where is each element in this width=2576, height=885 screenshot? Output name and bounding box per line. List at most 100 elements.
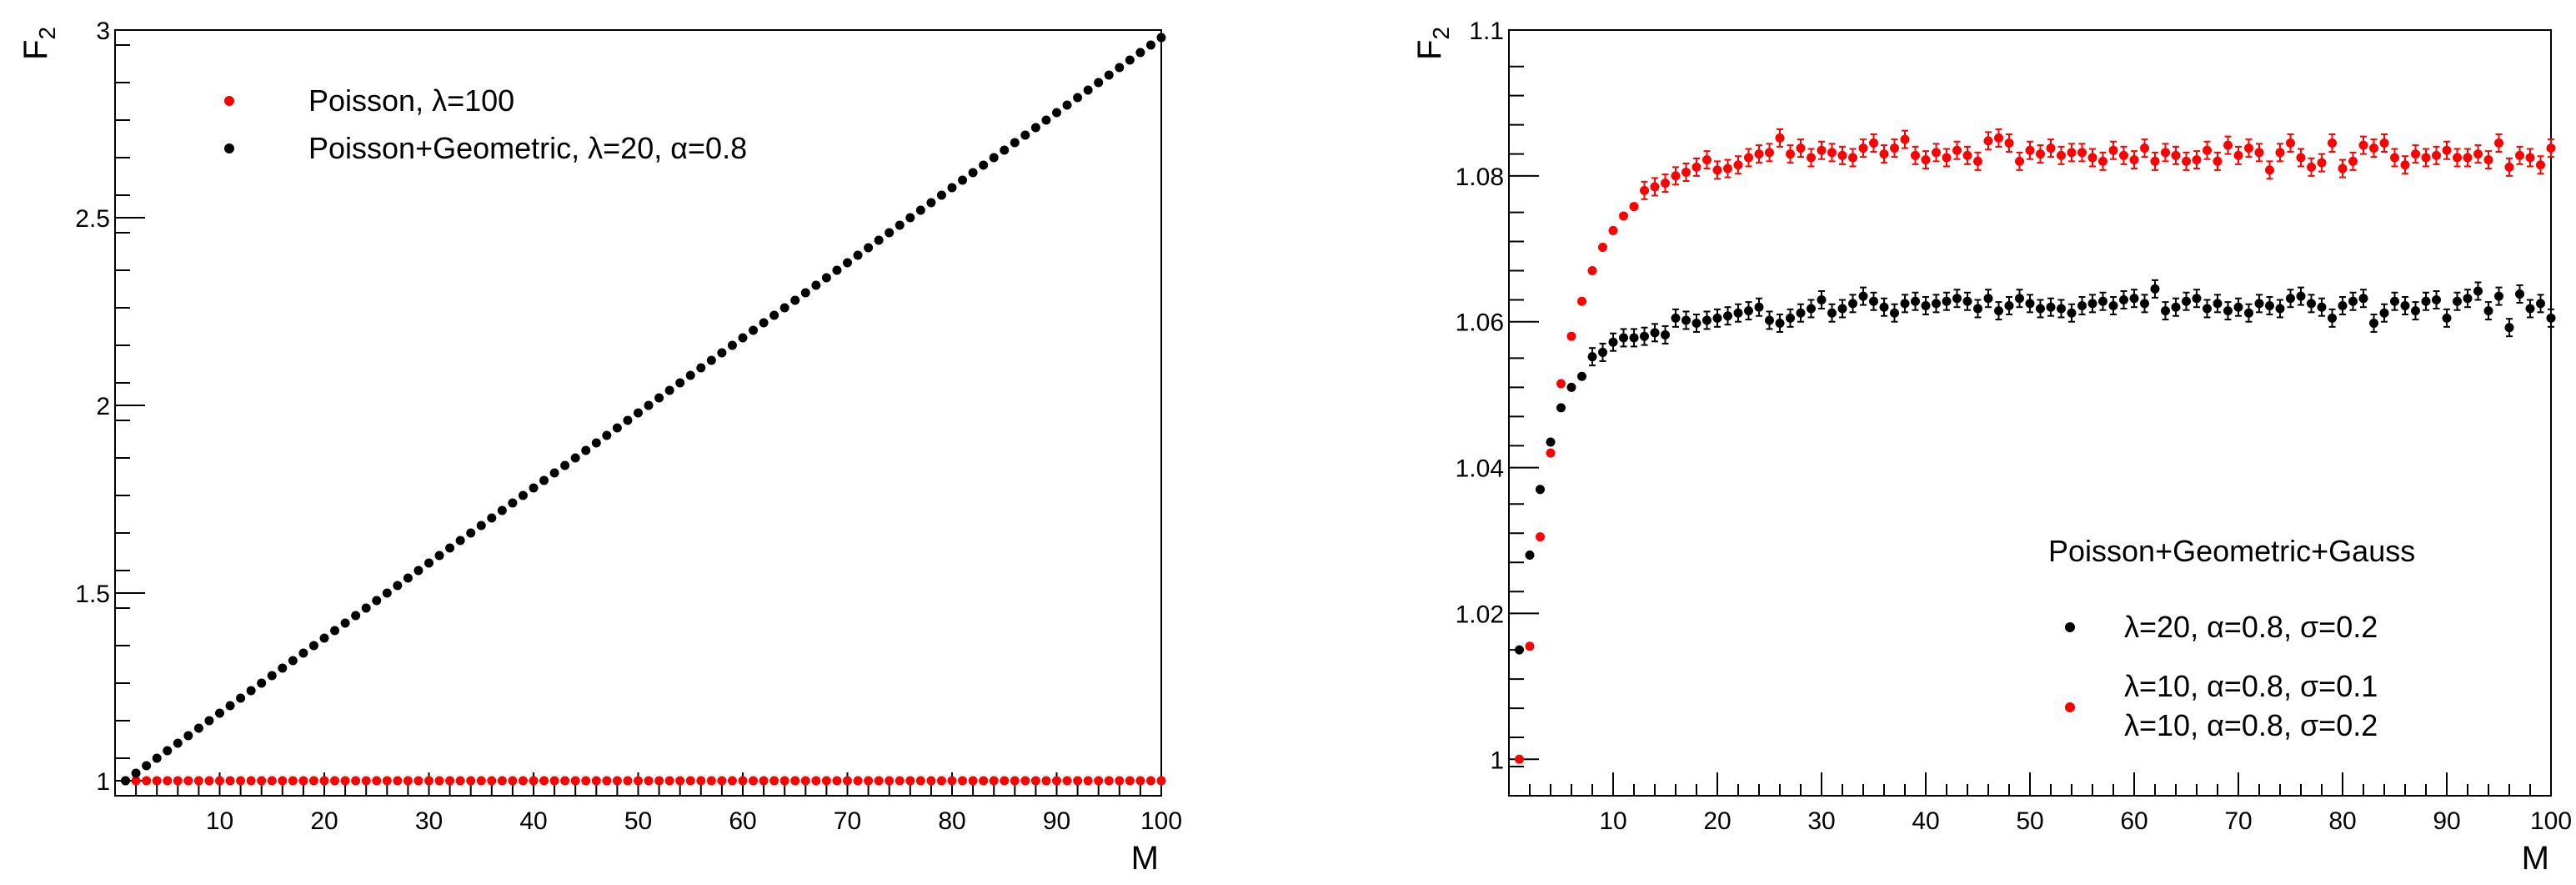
data-point bbox=[1030, 776, 1040, 786]
data-point bbox=[2025, 145, 2035, 155]
data-point bbox=[508, 498, 518, 508]
data-point bbox=[1062, 100, 1072, 110]
data-point bbox=[2213, 156, 2223, 166]
data-point bbox=[445, 776, 455, 786]
data-point bbox=[2161, 306, 2170, 316]
data-point bbox=[278, 663, 288, 673]
data-point bbox=[675, 378, 685, 388]
data-point bbox=[843, 258, 852, 268]
data-point bbox=[675, 776, 685, 786]
data-point bbox=[163, 746, 173, 756]
data-point bbox=[800, 288, 810, 298]
data-point bbox=[487, 776, 497, 786]
data-point bbox=[2432, 150, 2441, 160]
data-point bbox=[2453, 296, 2462, 306]
data-point bbox=[2057, 304, 2066, 314]
data-point bbox=[1932, 148, 1941, 158]
data-point bbox=[885, 228, 895, 238]
x-tick-label: 100 bbox=[2530, 807, 2572, 835]
data-point bbox=[2015, 294, 2024, 304]
data-point bbox=[832, 265, 842, 275]
data-point bbox=[2421, 153, 2431, 163]
data-point bbox=[811, 776, 821, 786]
data-points bbox=[1515, 128, 2556, 764]
data-point bbox=[1869, 138, 1878, 148]
data-point bbox=[2150, 284, 2160, 294]
x-tick-labels: 10 20 30 40 50 60 70 80 90 100 bbox=[1599, 807, 2572, 835]
data-point bbox=[749, 325, 759, 335]
data-point bbox=[634, 776, 643, 786]
data-point bbox=[2369, 318, 2378, 328]
data-point bbox=[2254, 148, 2264, 158]
data-point bbox=[497, 505, 507, 515]
data-point bbox=[330, 776, 340, 786]
data-point bbox=[1000, 776, 1010, 786]
data-point bbox=[1062, 776, 1072, 786]
data-point bbox=[2369, 143, 2378, 153]
data-point bbox=[1712, 165, 1722, 175]
data-point bbox=[727, 340, 737, 350]
y-tick-label: 1.02 bbox=[1456, 601, 1504, 628]
data-point bbox=[2192, 155, 2202, 165]
data-point bbox=[434, 776, 444, 786]
data-point bbox=[727, 776, 737, 786]
data-point bbox=[2265, 300, 2274, 310]
data-point bbox=[759, 776, 769, 786]
y-tick-labels: 1 1.02 1.04 1.06 1.08 1.1 bbox=[1456, 18, 1504, 774]
data-point bbox=[769, 776, 779, 786]
data-point bbox=[183, 776, 193, 786]
data-point bbox=[173, 776, 183, 786]
data-point bbox=[131, 776, 141, 786]
data-point bbox=[905, 213, 915, 223]
chart-left: 10 20 30 40 50 60 70 80 90 100 11.522.53 M F2 Poi… bbox=[18, 18, 1182, 877]
data-point bbox=[2307, 299, 2316, 309]
data-point bbox=[1619, 211, 1628, 221]
data-point bbox=[1052, 108, 1061, 118]
data-point bbox=[372, 776, 382, 786]
data-point bbox=[821, 273, 831, 283]
data-point bbox=[1973, 304, 1982, 314]
data-point bbox=[2411, 306, 2420, 316]
data-point bbox=[1125, 776, 1135, 786]
data-point bbox=[1786, 313, 1795, 323]
data-point bbox=[403, 573, 413, 583]
data-point bbox=[843, 776, 852, 786]
data-point bbox=[1094, 78, 1104, 88]
data-point bbox=[1733, 160, 1743, 170]
data-point bbox=[1536, 532, 1545, 542]
data-point bbox=[2203, 304, 2212, 314]
data-point bbox=[749, 776, 759, 786]
data-point bbox=[121, 776, 131, 786]
data-point bbox=[518, 776, 528, 786]
data-point bbox=[1775, 318, 1785, 328]
data-point bbox=[2223, 140, 2233, 150]
data-point bbox=[2473, 286, 2483, 296]
data-point bbox=[445, 543, 455, 553]
data-point bbox=[1942, 296, 1952, 306]
data-point bbox=[2317, 158, 2327, 168]
data-point bbox=[2046, 143, 2056, 153]
data-point bbox=[664, 385, 674, 395]
data-point bbox=[2108, 145, 2118, 155]
data-point bbox=[623, 415, 633, 425]
data-point bbox=[2442, 313, 2452, 323]
data-point bbox=[1952, 294, 1962, 304]
data-point bbox=[1156, 776, 1166, 786]
data-point bbox=[591, 438, 601, 448]
data-point bbox=[2140, 143, 2149, 153]
data-point bbox=[1817, 145, 1827, 155]
data-point bbox=[2025, 299, 2035, 309]
x-tick-label: 10 bbox=[1599, 807, 1626, 835]
data-point bbox=[864, 776, 874, 786]
data-point bbox=[2358, 140, 2368, 150]
data-point bbox=[2494, 138, 2503, 148]
x-tick-label: 60 bbox=[729, 807, 756, 835]
data-point bbox=[1744, 306, 1753, 316]
data-point bbox=[361, 603, 371, 613]
data-point bbox=[591, 776, 601, 786]
data-point bbox=[1030, 123, 1040, 133]
data-point bbox=[1608, 337, 1618, 347]
data-point bbox=[1983, 294, 1993, 304]
data-point bbox=[790, 295, 800, 305]
data-point bbox=[1827, 148, 1837, 158]
